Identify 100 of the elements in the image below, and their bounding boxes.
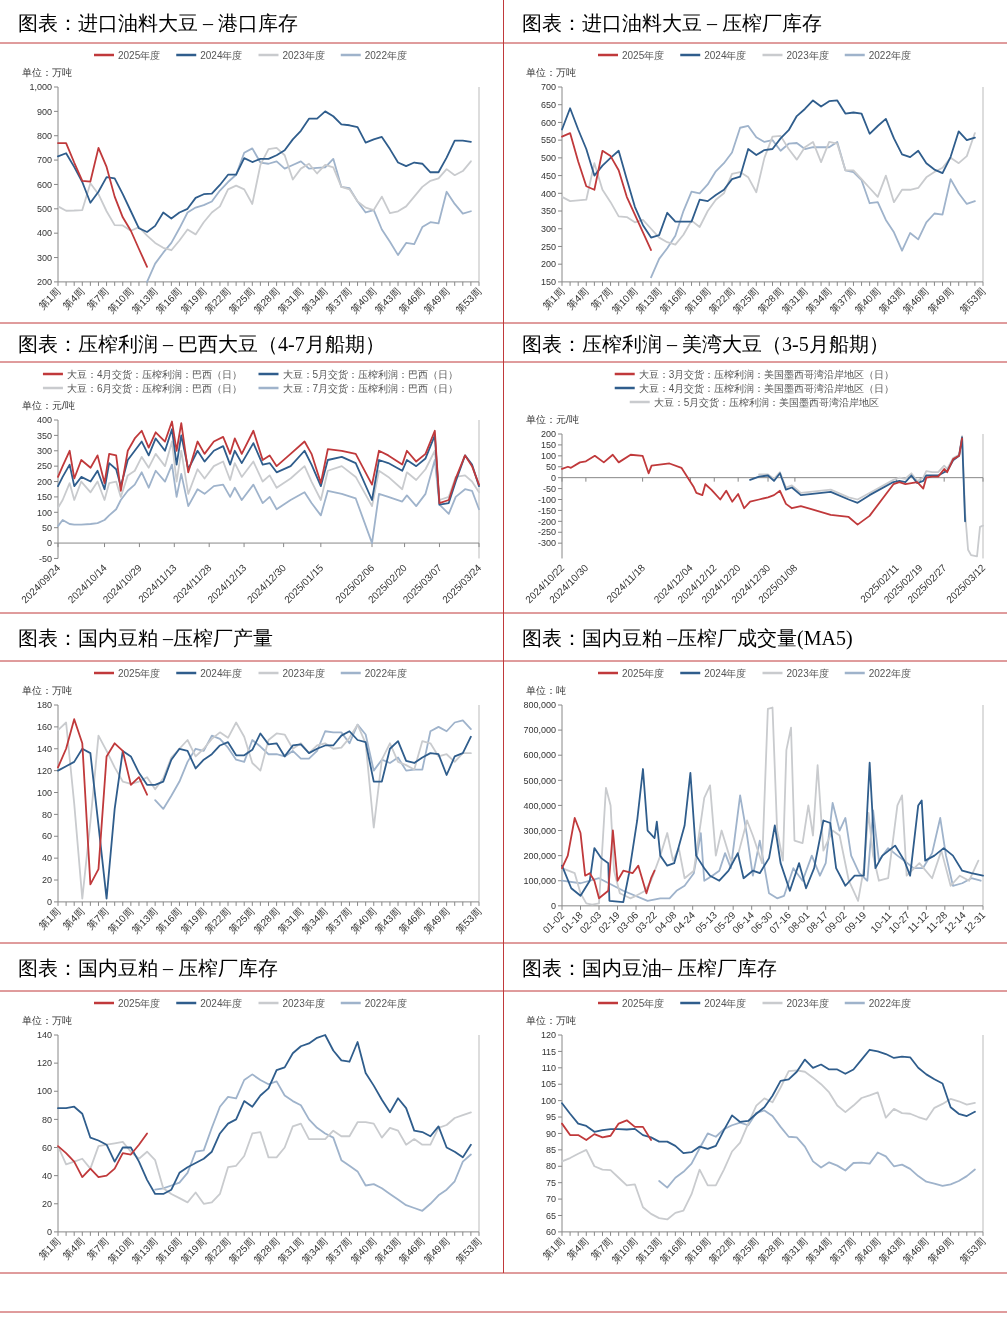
legend-label: 2022年度 — [364, 49, 407, 61]
y-tick-label: 40 — [41, 853, 52, 864]
y-tick-label: 70 — [545, 1194, 556, 1205]
y-tick-label: 120 — [36, 1058, 52, 1069]
legend-item: 大豆：4月交货：压榨利润：美国墨西哥湾沿岸地区（日） — [614, 382, 895, 394]
line-series — [561, 706, 980, 906]
line-series — [57, 142, 148, 268]
line-series — [154, 719, 472, 810]
legend-label: 2023年度 — [282, 49, 325, 61]
y-tick-label: 800,000 — [523, 700, 556, 711]
legend-label: 2024年度 — [200, 667, 243, 679]
y-tick-label: 80 — [41, 809, 52, 820]
y-axis-title: 单位：万吨 — [526, 1015, 576, 1026]
line-series — [57, 110, 472, 233]
legend-item: 2024年度 — [680, 49, 747, 61]
line-series — [658, 1109, 976, 1189]
legend-item: 2023年度 — [762, 997, 829, 1009]
legend-item: 2023年度 — [762, 667, 829, 679]
y-tick-label: 300 — [540, 223, 556, 234]
line-series — [57, 718, 148, 886]
legend-label: 2022年度 — [868, 49, 911, 61]
y-tick-label: 600 — [36, 179, 52, 190]
y-tick-label: 110 — [541, 1063, 556, 1074]
line-series — [57, 1111, 472, 1205]
y-axis-title: 单位：万吨 — [526, 67, 576, 78]
y-tick-label: 400 — [540, 188, 556, 199]
x-tick-label: 第1周 — [540, 1235, 567, 1262]
y-tick-label: 400 — [36, 415, 52, 426]
y-tick-label: 85 — [545, 1145, 556, 1156]
x-tick-label: 第53周 — [453, 905, 484, 936]
line-series — [561, 1119, 652, 1141]
legend-label: 2024年度 — [200, 49, 243, 61]
legend-item: 2023年度 — [258, 49, 325, 61]
y-tick-label: 500,000 — [523, 775, 556, 786]
y-axis-title: 单位：万吨 — [22, 685, 72, 696]
x-tick-label: 第1周 — [36, 285, 63, 312]
y-tick-label: 200 — [36, 476, 52, 487]
x-tick-label: 第1周 — [540, 285, 567, 312]
legend-label: 2023年度 — [282, 997, 325, 1009]
y-tick-label: 120 — [36, 765, 52, 776]
y-tick-label: 0 — [46, 1227, 52, 1238]
y-tick-label: 120 — [540, 1030, 556, 1041]
y-tick-label: 100 — [36, 507, 52, 518]
legend-label: 2022年度 — [868, 997, 911, 1009]
y-tick-label: 400,000 — [523, 800, 556, 811]
line-series — [146, 147, 472, 283]
y-tick-label: -50 — [542, 483, 556, 494]
y-tick-label: 600 — [540, 117, 556, 128]
legend-item: 大豆：5月交货：压榨利润：美国墨西哥湾沿岸地区 — [629, 396, 880, 408]
y-tick-label: 105 — [540, 1079, 556, 1090]
legend-item: 2025年度 — [598, 49, 665, 61]
legend-label: 2022年度 — [364, 997, 407, 1009]
y-tick-label: 250 — [540, 241, 556, 252]
legend-label: 2025年度 — [118, 49, 161, 61]
legend-item: 2023年度 — [762, 49, 829, 61]
y-tick-label: 150 — [540, 277, 556, 288]
legend-label: 2025年度 — [622, 49, 665, 61]
y-axis-title: 单位：元/吨 — [526, 414, 579, 425]
y-tick-label: -250 — [537, 527, 556, 538]
y-tick-label: -300 — [537, 538, 556, 549]
chart-title: 图表：国内豆粕 –压榨厂产量 — [18, 627, 273, 649]
line-series — [57, 147, 472, 252]
line-series — [561, 132, 976, 246]
y-tick-label: 350 — [36, 430, 52, 441]
y-tick-label: 0 — [550, 901, 556, 912]
y-tick-label: 100,000 — [523, 875, 556, 886]
y-tick-label: 300,000 — [523, 825, 556, 836]
legend-item: 2023年度 — [258, 997, 325, 1009]
legend-label: 2022年度 — [868, 667, 911, 679]
legend-item: 2024年度 — [680, 997, 747, 1009]
y-tick-label: 1,000 — [29, 82, 52, 93]
y-tick-label: 200 — [36, 277, 52, 288]
chart-title: 图表：压榨利润 – 美湾大豆（3-5月船期） — [522, 333, 889, 355]
x-tick-label: 第53周 — [957, 285, 988, 316]
y-tick-label: 75 — [545, 1177, 556, 1188]
x-tick-label: 第53周 — [453, 285, 484, 316]
y-axis-title: 单位：吨 — [526, 685, 566, 696]
legend-item: 2023年度 — [258, 667, 325, 679]
y-tick-label: -50 — [38, 553, 52, 564]
legend-label: 2023年度 — [786, 997, 829, 1009]
legend-item: 2025年度 — [94, 49, 161, 61]
y-tick-label: 140 — [36, 1030, 52, 1041]
y-tick-label: 90 — [545, 1128, 556, 1139]
y-tick-label: 350 — [540, 206, 556, 217]
y-tick-label: 140 — [36, 743, 52, 754]
y-tick-label: 500 — [540, 153, 556, 164]
legend-item: 大豆：5月交货：压榨利润：巴西（日） — [258, 368, 459, 380]
legend-item: 2022年度 — [340, 667, 407, 679]
y-tick-label: 80 — [41, 1114, 52, 1125]
chart-title: 图表：进口油料大豆 – 压榨厂库存 — [522, 12, 822, 34]
y-tick-label: -150 — [537, 505, 556, 516]
chart-title: 图表：国内豆粕 –压榨厂成交量(MA5) — [522, 627, 853, 650]
y-tick-label: 200 — [540, 259, 556, 270]
line-series — [561, 817, 656, 900]
y-tick-label: 400 — [36, 228, 52, 239]
y-tick-label: 80 — [545, 1161, 556, 1172]
y-tick-label: 900 — [36, 106, 52, 117]
legend-item: 2025年度 — [598, 667, 665, 679]
legend-label: 2025年度 — [118, 667, 161, 679]
line-series — [57, 1034, 472, 1195]
